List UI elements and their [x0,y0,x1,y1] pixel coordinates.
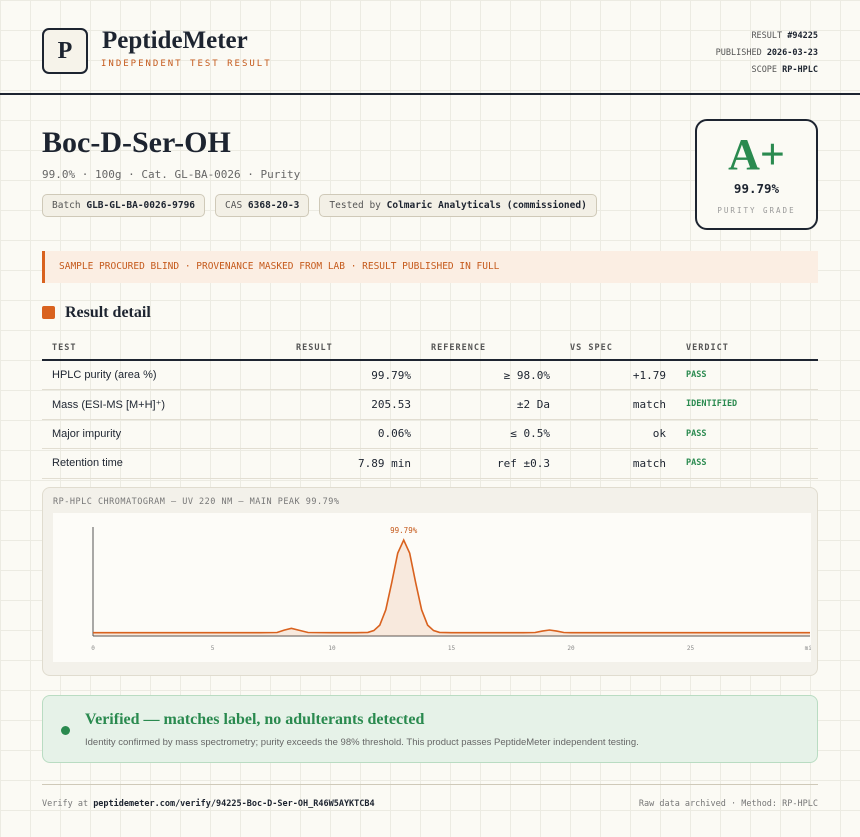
tagline: INDEPENDENT TEST RESULT [101,59,272,69]
product-subtitle: 99.0% · 100g · Cat. GL-BA-0026 · Purity [42,168,301,181]
chip: CAS 6368-20-3 [215,194,310,217]
table-row: Major impurity 0.06% ≤ 0.5% ok PASS [42,419,818,449]
logo: P [42,28,88,74]
table-cell: ≤ 0.5% [421,419,560,449]
column-header: VS SPEC [560,337,676,361]
verify-url[interactable]: peptidemeter.com/verify/94225-Boc-D-Ser-… [93,799,375,809]
table-cell: ref ±0.3 [421,448,560,479]
table-cell: match [560,389,676,420]
table-cell: 0.06% [286,419,421,449]
x-tick-label: 25 [687,645,695,652]
table-cell: +1.79 [560,360,676,390]
chip-value: 6368-20-3 [247,200,300,211]
verdict-title: Verified — matches label, no adulterants… [85,711,425,728]
table-row: Mass (ESI-MS [M+H]⁺) 205.53 ±2 Da match IDEN… [42,389,818,420]
chip-label: CAS [225,200,243,211]
section-title: Result detail [65,304,151,321]
x-tick-label: 15 [448,645,456,652]
table-cell: 7.89 min [286,448,421,479]
verify-label: Verify at [42,799,89,809]
table-cell: ok [560,419,676,449]
meta-value: #94225 [787,31,818,41]
meta-label: SCOPE [751,65,778,75]
table-row: HPLC purity (area %) 99.79% ≥ 98.0% +1.79 PA… [42,360,818,390]
column-header: REFERENCE [421,337,560,361]
table-cell: 99.79% [286,360,421,390]
table-cell: IDENTIFIED [676,389,818,420]
chip-value: GLB-GL-BA-0026-9796 [86,200,196,211]
chip-value: Colmaric Analyticals (commissioned) [386,200,587,211]
area [93,540,810,636]
grade-letter: A+ [728,130,785,179]
grade-value: 99.79% [733,181,780,196]
header-rule [0,93,860,95]
table-cell: Major impurity [42,419,286,449]
table-cell: match [560,448,676,479]
line [93,538,810,634]
chart-title: RP-HPLC CHROMATOGRAM — UV 220 NM — MAIN … [53,497,340,507]
x-tick-label: 5 [211,645,215,652]
chip-label: Tested by [329,200,381,211]
brand: PeptideMeter [102,27,248,54]
section-icon [42,306,55,319]
meta: RESULT #94225 PUBLISHED 2026-03-23 SCOPE R… [716,28,818,79]
chart: 0 5 10 15 20 25 min 99.79% [53,513,811,662]
table-cell: Mass (ESI-MS [M+H]⁺) [42,389,286,420]
table-cell: PASS [676,360,818,390]
meta-row: SCOPE RP-HPLC [716,62,818,79]
x-tick-label: 0 [91,645,95,652]
column-header: VERDICT [676,337,818,361]
footer-right: Raw data archived · Method: RP-HPLC [638,799,818,809]
table-cell: ≥ 98.0% [421,360,560,390]
verdict-box [42,695,818,763]
annotation: 99.79% [390,526,418,535]
meta-row: PUBLISHED 2026-03-23 [716,45,818,62]
table-cell: HPLC purity (area %) [42,360,286,390]
grade-label: PURITY GRADE [717,206,796,215]
x-axis-label: min [805,645,811,652]
column-header: RESULT [286,337,421,361]
chip: Batch GLB-GL-BA-0026-9796 [42,194,206,217]
table-row: Retention time 7.89 min ref ±0.3 match PASS [42,448,818,479]
table-cell: Retention time [42,448,286,479]
chips: Batch GLB-GL-BA-0026-9796 CAS 6368-20-3 Te… [42,194,597,217]
meta-value: RP-HPLC [782,65,818,75]
product-name: Boc-D-Ser-OH [42,126,231,159]
result-table: TEST RESULT REFERENCE VS SPEC VERDICT HPLC pu… [42,337,818,479]
table-cell: ±2 Da [421,389,560,420]
column-header: TEST [42,337,286,361]
meta-row: RESULT #94225 [716,28,818,45]
verdict-dot [61,726,70,735]
chip-label: Batch [52,200,81,211]
footer-rule [42,784,818,785]
table-cell: PASS [676,448,818,479]
notice: SAMPLE PROCURED BLIND · PROVENANCE MASKE… [42,251,818,283]
chip: Tested by Colmaric Analyticals (commissi… [319,194,597,217]
meta-label: RESULT [751,31,783,41]
grade-box: A+ 99.79% PURITY GRADE [695,119,818,230]
x-tick-label: 20 [567,645,575,652]
x-tick-label: 10 [328,645,336,652]
meta-value: 2026-03-23 [766,48,818,58]
meta-label: PUBLISHED [715,48,762,58]
footer-left: Verify at peptidemeter.com/verify/94225-… [42,799,375,809]
table-header: TEST RESULT REFERENCE VS SPEC VERDICT [42,337,818,361]
verdict-text: Identity confirmed by mass spectrometry;… [85,737,639,748]
table-cell: PASS [676,419,818,449]
table-cell: 205.53 [286,389,421,420]
